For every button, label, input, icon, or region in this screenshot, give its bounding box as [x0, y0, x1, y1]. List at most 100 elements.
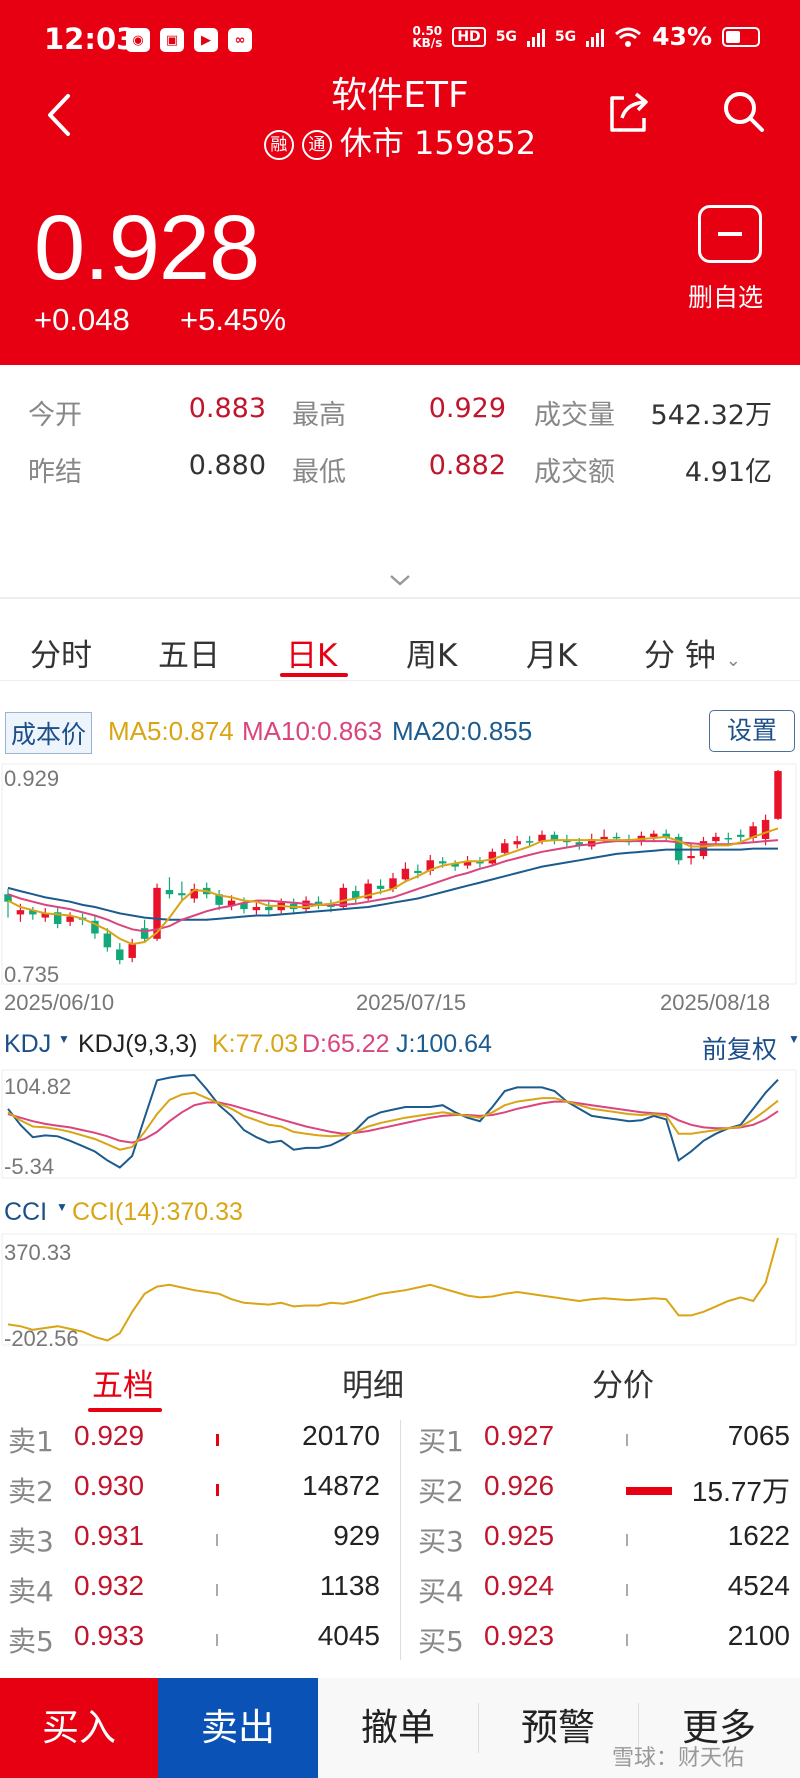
order-level-row[interactable]: 卖4 0.932 1138 — [0, 1570, 400, 1620]
amount-value: 4.91亿 — [684, 457, 772, 488]
level-label: 买2 — [418, 1475, 464, 1508]
price-axis-min: 0.735 — [4, 962, 60, 987]
candle — [265, 906, 273, 911]
margin-badge: 融 — [263, 130, 294, 160]
candle — [650, 833, 658, 837]
order-level-row[interactable]: 卖3 0.931 929 — [0, 1520, 400, 1570]
volume-bar — [626, 1434, 628, 1446]
tab-price-distribution[interactable]: 分价 — [592, 1368, 654, 1404]
candle — [463, 861, 472, 866]
sell-button[interactable]: 卖出 — [158, 1678, 318, 1778]
page-title: 软件ETF — [331, 75, 469, 116]
level-price: 0.932 — [74, 1570, 145, 1601]
level-label: 卖2 — [8, 1475, 54, 1508]
date-label-mid: 2025/07/15 — [356, 990, 467, 1015]
active-tab-indicator — [88, 1408, 162, 1412]
order-level-row[interactable]: 买4 0.924 4524 — [410, 1570, 800, 1620]
remove-watchlist-button[interactable] — [698, 205, 762, 263]
candle — [501, 843, 509, 853]
kdj-k-line — [7, 1091, 779, 1151]
kdj-axis-max: 104.82 — [4, 1074, 72, 1099]
order-level-row[interactable]: 卖5 0.933 4045 — [0, 1620, 400, 1670]
candle — [414, 870, 422, 873]
level-volume: 4045 — [317, 1620, 380, 1651]
level-volume: 1622 — [727, 1520, 790, 1551]
tab-details[interactable]: 明细 — [342, 1368, 404, 1404]
volume-bar — [626, 1584, 628, 1596]
tab-five-levels[interactable]: 五档 — [92, 1368, 154, 1404]
candle — [749, 826, 757, 838]
back-icon[interactable] — [40, 90, 80, 140]
candle — [625, 839, 633, 843]
remove-watchlist-label[interactable]: 删自选 — [688, 283, 764, 312]
tab-intraday[interactable]: 分时 — [30, 638, 92, 674]
buy-button[interactable]: 买入 — [0, 1678, 158, 1778]
search-icon[interactable] — [720, 88, 766, 134]
volume-bar — [216, 1484, 219, 1496]
level-volume: 2100 — [727, 1620, 790, 1651]
connect-badge: 通 — [301, 130, 332, 160]
settings-button[interactable]: 设置 — [709, 710, 795, 752]
level-label: 买1 — [418, 1425, 464, 1458]
wifi-icon — [615, 27, 642, 47]
candle — [699, 841, 708, 857]
level-price: 0.924 — [484, 1570, 555, 1601]
kdj-j-line — [7, 1073, 779, 1169]
level-price: 0.925 — [484, 1520, 555, 1551]
volume-bar — [216, 1634, 218, 1646]
volume-bar — [626, 1634, 628, 1646]
order-book-tabs: 五档 明细 分价 — [0, 1360, 800, 1416]
signal-icon — [586, 27, 605, 47]
cost-price-button[interactable]: 成本价 — [5, 712, 93, 754]
level-volume: 20170 — [302, 1420, 380, 1451]
ma5-line — [7, 827, 779, 946]
level-volume: 929 — [333, 1520, 380, 1551]
share-icon[interactable] — [604, 88, 652, 136]
candle — [674, 836, 683, 861]
chevron-down-icon[interactable] — [388, 572, 412, 588]
order-level-row[interactable]: 卖2 0.930 14872 — [0, 1470, 400, 1520]
kdj-k: K:77.03 — [212, 1030, 299, 1058]
candle — [327, 904, 335, 907]
candle — [761, 819, 770, 840]
tab-weekly-k[interactable]: 周K — [406, 638, 458, 674]
candle — [662, 833, 670, 838]
tab-daily-k[interactable]: 日K — [286, 638, 338, 674]
level-price: 0.929 — [74, 1420, 145, 1451]
level-label: 买4 — [418, 1575, 464, 1608]
caret-down-icon: ▼ — [788, 1032, 800, 1046]
hd-badge: HD — [452, 26, 486, 47]
candle — [550, 834, 559, 841]
order-level-row[interactable]: 买3 0.925 1622 — [410, 1520, 800, 1570]
order-level-row[interactable]: 买5 0.923 2100 — [410, 1620, 800, 1670]
kdj-selector[interactable]: KDJ — [4, 1030, 52, 1058]
notification-icons: ◉ ▣ ▶ ∞ — [126, 28, 252, 52]
level-volume: 7065 — [727, 1420, 790, 1451]
order-level-row[interactable]: 卖1 0.929 20170 — [0, 1420, 400, 1470]
candle — [426, 860, 434, 871]
caret-down-icon: ▼ — [56, 1200, 68, 1214]
candle — [737, 834, 745, 837]
candle — [29, 910, 37, 915]
adjust-mode[interactable]: 前复权 — [702, 1036, 778, 1064]
volume-value: 542.32万 — [650, 400, 772, 431]
candle — [513, 841, 521, 845]
ma-legend: 成本价 MA5:0.874 MA10:0.863 MA20:0.855 设置 — [0, 710, 800, 760]
cancel-order-button[interactable]: 撤单 — [361, 1706, 435, 1749]
cci-panel-frame — [1, 1233, 797, 1346]
candle — [389, 878, 397, 889]
candle — [202, 887, 211, 895]
candle — [240, 902, 248, 910]
price-alert-button[interactable]: 预警 — [521, 1706, 595, 1749]
system-indicators: 0.50 KB/s HD 5G 5G 43% — [412, 22, 760, 51]
candle — [376, 885, 385, 889]
cci-selector[interactable]: CCI — [4, 1198, 48, 1226]
tab-five-day[interactable]: 五日 — [158, 638, 220, 674]
candle — [227, 900, 236, 906]
battery-icon — [722, 26, 760, 47]
tab-minute[interactable]: 分 钟 ⌄ — [644, 630, 741, 675]
tab-monthly-k[interactable]: 月K — [526, 638, 578, 674]
order-level-row[interactable]: 买1 0.927 7065 — [410, 1420, 800, 1470]
order-level-row[interactable]: 买2 0.926 15.77万 — [410, 1470, 800, 1520]
more-button[interactable]: 更多 — [682, 1706, 756, 1749]
